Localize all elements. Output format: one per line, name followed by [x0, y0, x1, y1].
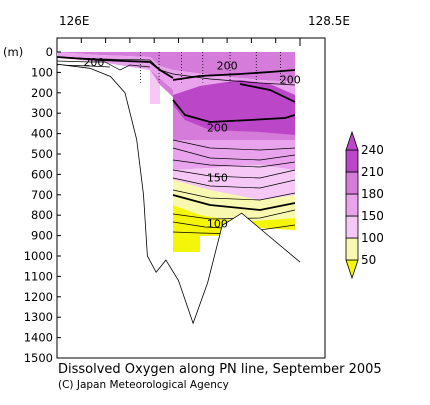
contour-100-line: [172, 194, 296, 211]
colorbar-extend-low: [345, 259, 359, 280]
contour-label: 200: [217, 59, 238, 72]
contour-labels: 200 200 200 200 150 100: [83, 56, 301, 230]
bottom-topography-mask: [57, 64, 300, 357]
y-tick-label: 100: [31, 65, 53, 79]
x-axis-ticks: [56, 38, 301, 46]
contour-line-2: [56, 60, 151, 71]
chart-title: Dissolved Oxygen along PN line, Septembe…: [58, 362, 382, 377]
x-label-128-5e: 128.5E: [308, 14, 350, 28]
colorbar-band: [345, 149, 359, 173]
contour-200-shallow: [56, 56, 174, 79]
colorbar-band: [345, 237, 359, 261]
colorbar-label: 240: [361, 143, 384, 157]
contour-line-4: [172, 139, 296, 151]
x-label-126e: 126E: [59, 14, 90, 28]
colorbar-band: [345, 171, 359, 195]
colorbar-label: 150: [361, 209, 384, 223]
fill-100-150-layer: [173, 165, 295, 200]
y-tick-label: 0: [46, 45, 53, 59]
colorbar-label: 180: [361, 187, 384, 201]
y-tick-label: 300: [31, 106, 53, 120]
y-tick-label: 1300: [24, 310, 53, 324]
contour-200-lines: [56, 56, 296, 123]
y-tick-label: 500: [31, 147, 53, 161]
chart-credit: (C) Japan Meteorological Agency: [58, 379, 229, 391]
y-tick-label: 800: [31, 208, 53, 222]
contour-line-8: [172, 177, 296, 189]
colorbar-label: 210: [361, 165, 384, 179]
y-tick-label: 1200: [24, 290, 53, 304]
contour-label: 150: [207, 172, 228, 185]
fill-core-high: [173, 80, 295, 135]
colorbar-label: 50: [361, 253, 376, 267]
contour-line-6: [172, 159, 296, 168]
contour-label: 200: [207, 122, 228, 135]
y-tick-label: 1500: [24, 351, 53, 365]
y-tick-label: 700: [31, 188, 53, 202]
contour-200-tongue: [239, 83, 296, 103]
colorbar-extend-high: [345, 130, 359, 151]
y-tick-label: 600: [31, 167, 53, 181]
y-axis-ticks: 0 100 200 300 400 500 600 700 800 900 1000 1100 1200…: [24, 45, 61, 365]
y-tick-label: 1400: [24, 331, 53, 345]
contour-line-9: [172, 189, 296, 201]
contour-100-path: [172, 194, 296, 211]
y-tick-label: 900: [31, 229, 53, 243]
fill-yellow-light: [173, 180, 295, 222]
contour-line-7: [172, 169, 296, 179]
contour-line-1: [56, 56, 296, 86]
colorbar-band: [345, 193, 359, 217]
contour-line-5: [172, 147, 296, 161]
y-tick-label: 400: [31, 127, 53, 141]
contour-label: 200: [83, 56, 104, 69]
y-tick-label: 200: [31, 86, 53, 100]
plot-frame: [56, 37, 326, 359]
colorbar: 50 100 150 180 210 240: [345, 130, 384, 280]
colorbar-band: [345, 215, 359, 239]
station-markers: [140, 52, 281, 83]
y-unit-label: (m): [3, 45, 23, 59]
y-tick-label: 1100: [24, 269, 53, 283]
contour-label: 100: [207, 217, 228, 230]
contour-200-deep: [172, 99, 296, 123]
contour-200-core: [172, 69, 296, 81]
y-tick-label: 1000: [24, 249, 53, 263]
contour-label: 200: [280, 74, 301, 87]
fill-150-180-layer: [173, 140, 295, 170]
colorbar-label: 100: [361, 231, 384, 245]
bottom-topography-line: [56, 63, 301, 325]
fill-shelf-slope: [150, 70, 160, 104]
